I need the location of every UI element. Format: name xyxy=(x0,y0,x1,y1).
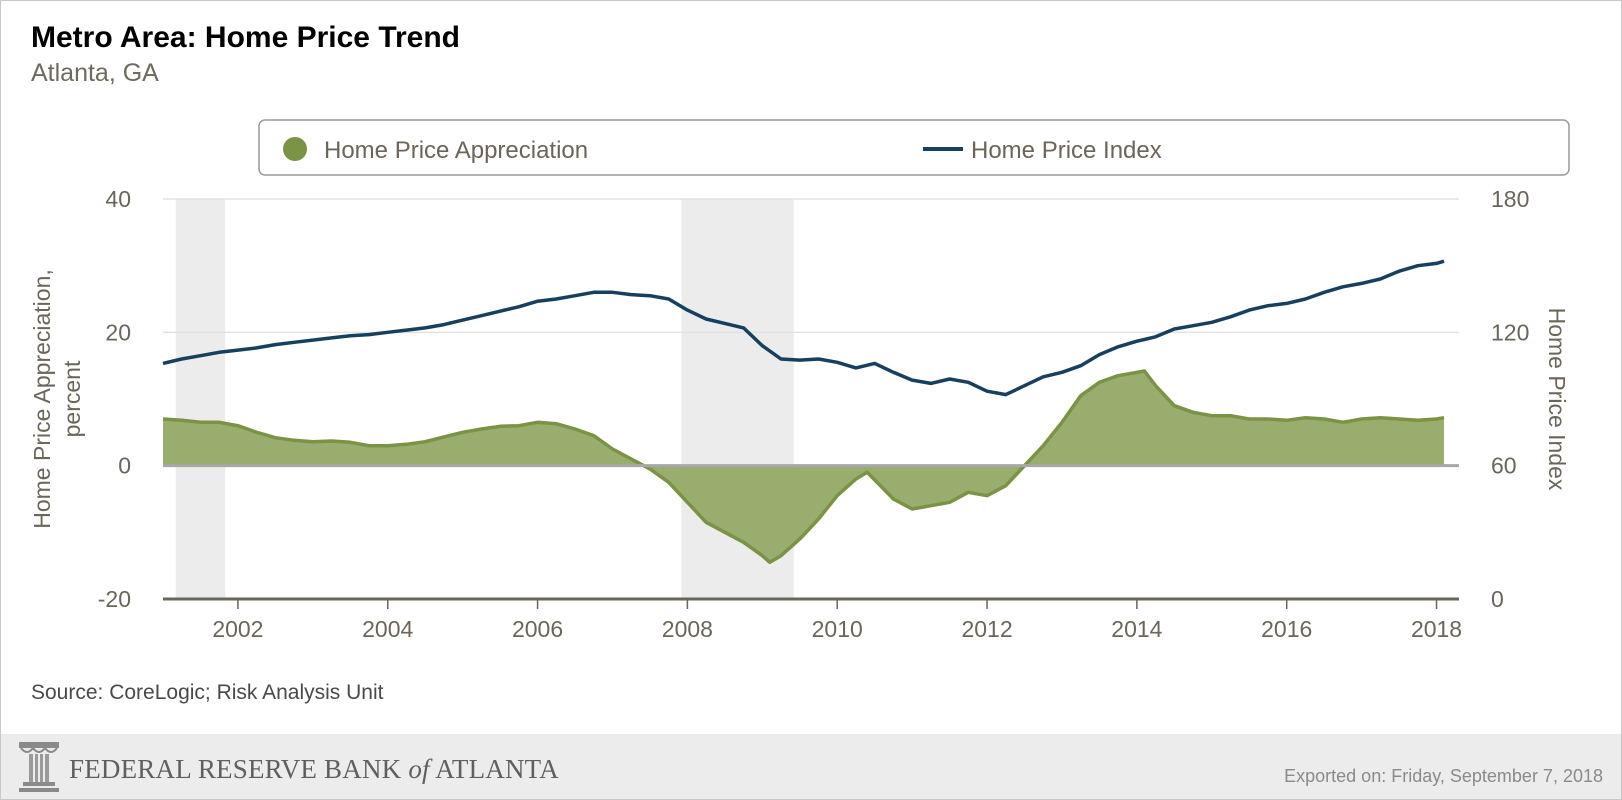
legend-box xyxy=(258,119,1570,176)
export-date: Exported on: Friday, September 7, 2018 xyxy=(1284,766,1603,786)
fed-wordmark-end: ATLANTA xyxy=(435,754,559,784)
source-note: Source: CoreLogic; Risk Analysis Unit xyxy=(31,681,384,704)
gridlines xyxy=(163,198,1459,334)
fed-column-logo xyxy=(19,742,59,792)
x-tick-label: 2018 xyxy=(1411,616,1462,642)
x-tick-label: 2008 xyxy=(662,616,713,642)
right-axis-title: Home Price Index xyxy=(1544,308,1570,491)
x-tick-label: 2012 xyxy=(961,616,1012,642)
right-tick-label: 120 xyxy=(1491,319,1529,345)
recession-shading xyxy=(175,199,794,599)
left-axis-title-line-2: percent xyxy=(59,360,85,437)
left-axis-title: Home Price Appreciation, percent xyxy=(29,269,85,529)
x-tick-label: 2016 xyxy=(1261,616,1312,642)
right-tick-label: 0 xyxy=(1491,586,1504,612)
chart-area: 40 180 20 120 0 60 -20 0 2002 2004 2006 2008 2010 201… xyxy=(29,119,1570,642)
left-tick-label: 0 xyxy=(118,453,131,479)
recession-bar-1 xyxy=(175,199,226,599)
axes: 40 180 20 120 0 60 -20 0 2002 2004 2006 2008 2010 201… xyxy=(29,186,1570,642)
chart-subtitle: Atlanta, GA xyxy=(31,59,159,87)
index-line-layer xyxy=(162,259,1445,397)
fed-wordmark-main: FEDERAL RESERVE BANK xyxy=(69,754,402,784)
legend[interactable]: Home Price Appreciation Home Price Index xyxy=(258,119,1570,176)
footer: FEDERAL RESERVE BANK of ATLANTA Exported… xyxy=(1,734,1621,799)
left-axis-title-line-1: Home Price Appreciation, xyxy=(29,269,55,529)
legend-label-index[interactable]: Home Price Index xyxy=(971,137,1162,164)
left-tick-label: 40 xyxy=(105,186,131,212)
appreciation-area-outline xyxy=(162,369,1445,565)
fed-wordmark: FEDERAL RESERVE BANK of ATLANTA xyxy=(69,754,559,785)
x-tick-label: 2006 xyxy=(512,616,563,642)
right-tick-label: 180 xyxy=(1491,186,1529,212)
legend-label-appreciation[interactable]: Home Price Appreciation xyxy=(324,137,588,164)
left-tick-label: -20 xyxy=(98,586,131,612)
left-tick-label: 20 xyxy=(105,319,131,345)
x-tick-label: 2010 xyxy=(812,616,863,642)
legend-marker-appreciation xyxy=(283,137,307,161)
fed-wordmark-of: of xyxy=(408,754,430,784)
x-tick-label: 2014 xyxy=(1111,616,1162,642)
x-tick-label: 2002 xyxy=(212,616,263,642)
right-tick-label: 60 xyxy=(1491,453,1517,479)
chart-title: Metro Area: Home Price Trend xyxy=(31,21,461,54)
x-tick-label: 2004 xyxy=(362,616,413,642)
index-line xyxy=(162,259,1445,397)
